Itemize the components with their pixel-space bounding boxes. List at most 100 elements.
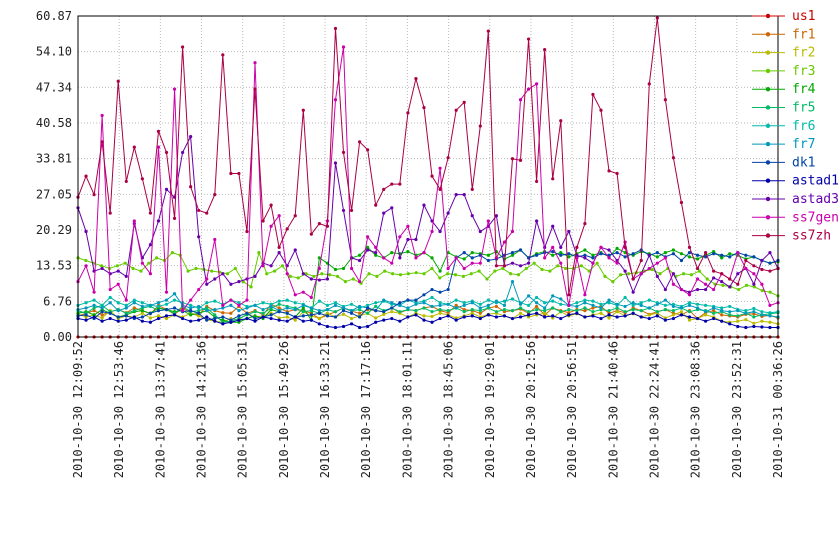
data-point [462,266,466,271]
legend: us1 fr1 fr2 fr3 fr4 fr5 fr6 fr7 dk1 astad1 astad3 s… [752,9,839,244]
data-point [446,309,450,313]
data-point [406,306,410,310]
data-point [462,251,466,255]
data-point [494,264,498,268]
data-point [679,258,684,263]
data-point [116,269,120,273]
data-point [607,316,611,320]
data-point [607,313,611,317]
data-point [446,211,450,215]
data-point [535,179,539,184]
data-point [309,313,313,317]
data-point [623,245,627,249]
data-point [453,273,458,277]
data-point [131,266,135,271]
data-point [559,310,563,314]
data-point [695,306,700,310]
legend-item-us1: us1 [752,9,815,24]
data-point [285,315,289,319]
data-point [253,319,257,323]
data-point [390,310,394,314]
data-point [253,87,257,91]
data-point [752,310,756,314]
data-point [422,106,426,110]
data-point [518,315,523,319]
data-point [148,320,153,324]
data-point [269,224,273,228]
data-point [253,316,257,321]
data-point [485,277,489,281]
data-point [591,261,595,265]
data-point [760,319,764,323]
data-point [494,214,498,218]
data-point [744,317,748,322]
data-point [695,316,700,321]
data-point [567,313,571,317]
data-point [205,211,209,215]
data-point [197,314,201,318]
data-point [607,256,611,260]
data-point [728,277,732,281]
x-tick-label: 2010-10-30 13:37:41 [153,341,167,478]
data-point [559,119,563,123]
data-point [414,302,418,306]
legend-item-fr7: fr7 [752,137,815,152]
data-point [116,315,120,319]
data-point [358,325,362,330]
data-point [341,306,346,310]
data-point [438,276,442,280]
data-point [494,310,498,314]
data-point [556,264,560,268]
data-point [591,310,595,314]
data-point [285,319,289,323]
data-point [682,272,686,276]
data-point [583,253,587,257]
data-point [430,174,434,178]
data-point [454,108,458,112]
data-point [237,303,241,307]
data-point [221,315,225,319]
data-point [535,82,539,86]
data-point [631,252,635,256]
data-point [587,269,591,273]
data-point [744,309,748,313]
data-point [535,253,539,257]
data-point [210,269,214,273]
data-point [510,261,515,265]
data-point [172,292,177,296]
data-point [221,306,225,310]
data-point [559,297,563,301]
data-point [333,161,338,165]
x-tick-label: 2010-10-30 23:08:36 [689,341,703,478]
data-point [470,311,474,315]
data-point [277,214,281,218]
data-point [518,98,523,102]
data-point [293,293,297,297]
data-point [430,287,434,292]
data-point [663,307,667,312]
data-point [197,235,201,239]
data-point [744,283,749,287]
series-line-astad3 [77,134,779,294]
data-point [197,304,201,309]
data-point [180,316,185,321]
data-point [518,158,523,162]
data-point [100,316,104,320]
data-point [140,309,144,313]
data-point [430,229,434,234]
data-point [615,251,619,255]
data-point [422,203,426,207]
data-point [132,298,136,302]
data-point [744,258,748,263]
legend-label: ss7gen [792,210,839,225]
data-point [100,303,104,307]
data-point [623,310,627,314]
data-point [438,311,442,315]
data-point [293,315,297,319]
data-point [671,248,676,252]
data-point [301,310,305,314]
data-point [285,272,289,276]
data-point [124,318,128,322]
data-point [374,251,378,255]
data-point [237,314,241,318]
